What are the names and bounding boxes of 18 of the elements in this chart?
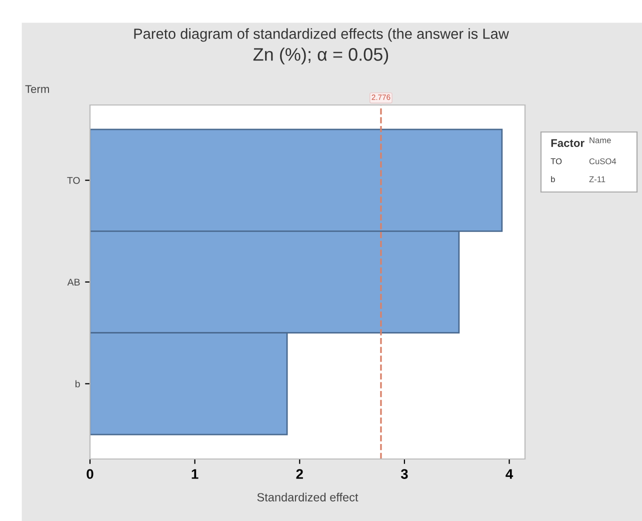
text: b [551,176,555,182]
text: TO [550,158,562,164]
x-axis-title: Standardized effect [257,492,358,502]
x-tick-label: 2 [296,469,303,479]
x-tick-label: 1 [192,469,198,479]
x-tick-label: 4 [506,469,514,479]
y-tick-label: AB [67,278,80,286]
y-axis-title: Term [25,85,49,93]
x-tick-label: 0 [86,469,94,479]
chart-subtitle: Zn (%); α = 0.05) [253,48,388,64]
x-tick-label: 3 [400,469,408,479]
text: Name [590,137,611,144]
text: Factor [551,139,584,147]
chart-title: Pareto diagram of standardized effects (the answer is Law [134,28,509,42]
text: CuSO4 [589,158,616,164]
y-tick-label: TO [67,177,80,184]
text: Z-11 [589,176,606,182]
y-tick-label: b [76,380,80,388]
